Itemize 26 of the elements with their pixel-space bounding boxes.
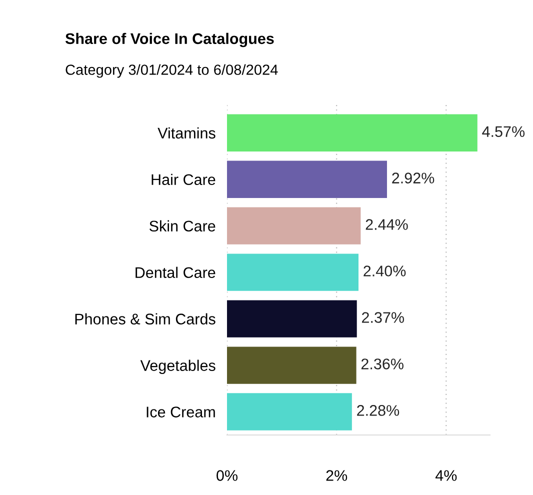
bar — [227, 300, 357, 338]
y-tick-label: Hair Care — [152, 174, 216, 186]
data-label: 2.44% — [366, 219, 408, 230]
y-tick-label: Phones & Sim Cards — [75, 313, 216, 324]
data-label: 2.36% — [361, 358, 404, 370]
bar — [227, 207, 361, 244]
y-tick-label: Ice Cream — [146, 406, 215, 418]
bar — [227, 254, 358, 291]
data-label: 4.57% — [482, 126, 525, 137]
y-tick-label: Vitamins — [158, 127, 216, 139]
x-tick-label: 4% — [435, 470, 457, 481]
bar — [227, 160, 387, 198]
data-label: 2.28% — [357, 405, 400, 416]
chart-title: Share of Voice In Catalogues — [65, 32, 274, 48]
bar — [227, 393, 352, 430]
bar — [227, 346, 356, 384]
data-label: 2.92% — [392, 172, 434, 184]
x-tick-label: 2% — [326, 470, 348, 481]
data-label: 2.37% — [362, 312, 404, 323]
y-tick-label: Skin Care — [150, 220, 216, 232]
data-label: 2.40% — [364, 266, 406, 276]
bar — [227, 114, 478, 152]
y-tick-label: Vegetables — [140, 360, 216, 374]
x-tick-label: 0% — [216, 470, 238, 481]
chart-subtitle: Category 3/01/2024 to 6/08/2024 — [66, 64, 278, 78]
y-tick-label: Dental Care — [136, 266, 216, 278]
